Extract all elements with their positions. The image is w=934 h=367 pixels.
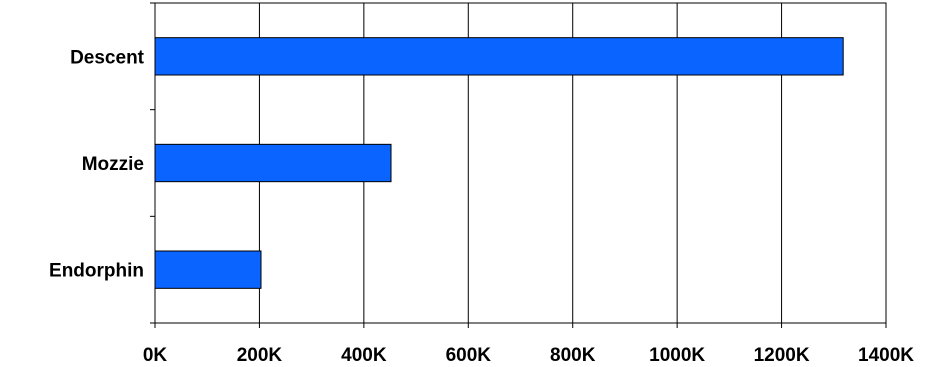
plot-frame xyxy=(154,2,887,324)
category-label-descent: Descent xyxy=(70,47,145,68)
bar-mozzie xyxy=(154,143,392,183)
category-label-mozzie: Mozzie xyxy=(82,154,144,175)
x-axis-tick-labels: 0K 200K 400K 600K 800K 1000K 1200K 1400K xyxy=(143,345,914,366)
y-axis-category-labels: Descent Mozzie Endorphin xyxy=(49,2,155,324)
x-tick-label-7: 1400K xyxy=(858,345,914,366)
bar-endorphin xyxy=(154,250,262,289)
x-tick-label-1: 200K xyxy=(237,345,283,366)
bars xyxy=(154,37,844,289)
x-tick-label-0: 0K xyxy=(143,345,168,366)
x-tick-label-4: 800K xyxy=(550,345,596,366)
x-tick-label-3: 600K xyxy=(446,345,492,366)
bar-descent xyxy=(154,37,844,76)
x-tick-label-6: 1200K xyxy=(754,345,810,366)
x-tick-label-2: 400K xyxy=(341,345,387,366)
x-tick-label-5: 1000K xyxy=(649,345,705,366)
category-label-endorphin: Endorphin xyxy=(49,261,144,282)
